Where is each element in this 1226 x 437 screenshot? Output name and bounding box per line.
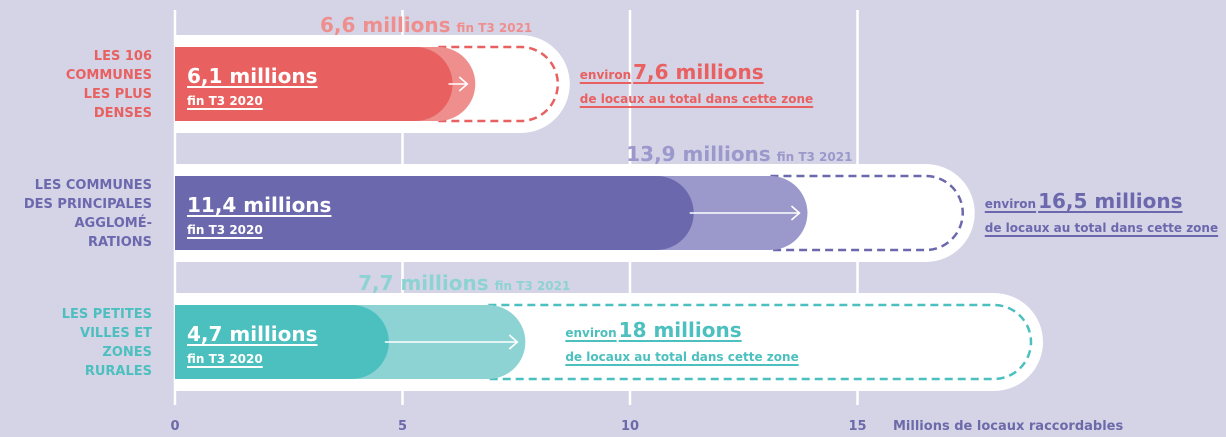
value-2021-sub: fin T3 2021	[495, 279, 571, 293]
category-label-line: LES PETITES	[62, 307, 152, 322]
bar-2020	[175, 305, 389, 379]
category-label-line: DES PRINCIPALES	[24, 197, 152, 212]
value-2021-label: 13,9 millions	[626, 142, 770, 166]
total-prefix: environ	[565, 326, 616, 340]
x-axis-label: Millions de locaux raccordables	[893, 419, 1123, 434]
category-label-line: RURALES	[85, 364, 152, 379]
value-2021-sub: fin T3 2021	[777, 150, 853, 164]
total-dashed-outline	[488, 303, 1033, 381]
category-label-line: VILLES ET	[80, 326, 152, 341]
category-label-line: LES 106	[94, 49, 152, 64]
total-label: 16,5 millions	[1038, 189, 1182, 213]
category-label-line: DENSES	[94, 106, 152, 121]
total-dashed-outline	[770, 174, 964, 252]
category-label-line: AGGLOMÉ-	[75, 215, 153, 231]
category-label-line: LES COMMUNES	[35, 178, 152, 193]
value-2021-sub: fin T3 2021	[457, 21, 533, 35]
total-sub: de locaux au total dans cette zone	[580, 92, 813, 106]
value-2020-sub: fin T3 2020	[187, 223, 263, 237]
progress-arrow-head	[458, 76, 469, 92]
total-label: 18 millions	[619, 318, 742, 342]
category-label-line: LES PLUS	[84, 87, 152, 102]
progress-arrow-head	[790, 205, 801, 221]
total-prefix: environ	[580, 68, 631, 82]
total-label: 7,6 millions	[633, 60, 764, 84]
value-2020-label: 6,1 millions	[187, 64, 318, 88]
progress-arrow-head	[508, 334, 519, 350]
value-2021-label: 7,7 millions	[358, 271, 489, 295]
bar-2020	[175, 47, 453, 121]
category-label-line: COMMUNES	[66, 68, 152, 83]
x-tick-label: 10	[621, 419, 639, 434]
bar-2020	[175, 176, 694, 250]
value-2020-sub: fin T3 2020	[187, 352, 263, 366]
total-sub: de locaux au total dans cette zone	[985, 221, 1218, 235]
category-label-line: ZONES	[102, 345, 152, 360]
category-label-line: RATIONS	[88, 235, 152, 250]
total-dashed-outline	[438, 45, 559, 123]
total-prefix: environ	[985, 197, 1036, 211]
value-2020-label: 11,4 millions	[187, 193, 331, 217]
value-2021-label: 6,6 millions	[320, 13, 451, 37]
x-tick-label: 15	[848, 419, 866, 434]
x-tick-label: 0	[170, 419, 179, 434]
total-sub: de locaux au total dans cette zone	[565, 350, 798, 364]
x-tick-label: 5	[398, 419, 407, 434]
value-2020-label: 4,7 millions	[187, 322, 318, 346]
value-2020-sub: fin T3 2020	[187, 94, 263, 108]
